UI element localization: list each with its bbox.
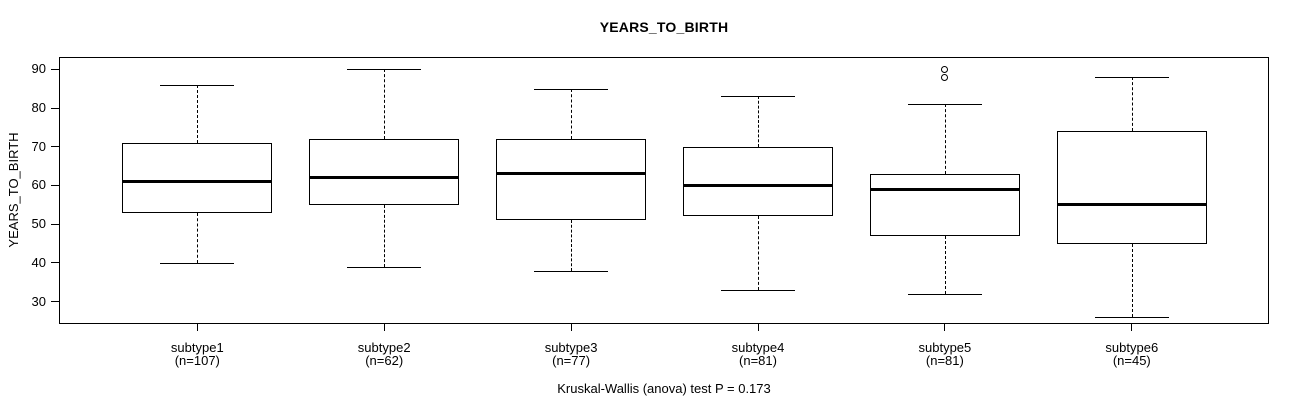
upper-whisker-cap (347, 69, 422, 71)
lower-whisker-cap (160, 262, 235, 264)
x-category-count: (n=45) (1112, 353, 1151, 368)
x-category-name: subtype1 (170, 340, 224, 355)
outlier-point (941, 73, 949, 81)
boxplot-box-subtype3 (496, 139, 647, 221)
lower-whisker-line (1131, 243, 1133, 318)
x-category-name: subtype3 (544, 340, 598, 355)
upper-whisker-cap (1094, 77, 1169, 79)
boxplot-box-subtype6 (1056, 131, 1207, 244)
x-category-name: subtype2 (357, 340, 411, 355)
lower-whisker-line (384, 204, 386, 267)
median-line (683, 183, 833, 187)
x-category-count: (n=81) (739, 353, 777, 368)
lower-whisker-line (758, 216, 759, 291)
median-line (869, 187, 1020, 191)
upper-whisker-cap (907, 104, 982, 106)
x-category-count: (n=81) (925, 353, 964, 368)
lower-whisker-cap (907, 293, 982, 295)
upper-whisker-line (384, 69, 386, 140)
stat-test-caption: Kruskal-Wallis (anova) test P = 0.173 (557, 381, 771, 396)
y-tick-mark (51, 146, 59, 148)
boxplot-box-subtype2 (309, 139, 460, 205)
outlier-point (941, 65, 949, 73)
x-category-count: (n=62) (365, 353, 404, 368)
lower-whisker-cap (721, 290, 795, 292)
x-category-label: subtype1 (n=107) (127, 341, 267, 367)
median-line (1056, 203, 1207, 207)
x-tick-mark (1131, 324, 1133, 331)
median-line (309, 176, 460, 180)
x-tick-mark (570, 324, 572, 331)
x-tick-mark (196, 324, 198, 331)
y-tick-mark (51, 107, 59, 109)
chart-title: YEARS_TO_BIRTH (599, 19, 729, 35)
upper-whisker-cap (160, 84, 235, 86)
y-tick-label: 60 (31, 177, 46, 193)
lower-whisker-cap (534, 270, 609, 272)
y-tick-mark (51, 262, 59, 264)
x-category-label: subtype6 (n=45) (1062, 341, 1202, 367)
x-category-count: (n=77) (552, 353, 591, 368)
y-tick-mark (51, 184, 59, 186)
y-tick-mark (51, 301, 59, 303)
median-line (496, 172, 647, 176)
x-category-name: subtype6 (1105, 340, 1159, 355)
upper-whisker-line (758, 96, 759, 147)
boxplot-box-subtype4 (683, 146, 833, 217)
x-category-label: subtype4 (n=81) (688, 341, 828, 367)
x-category-label: subtype3 (n=77) (501, 341, 641, 367)
y-tick-label: 30 (31, 293, 46, 309)
y-tick-label: 50 (31, 216, 46, 232)
y-tick-label: 80 (31, 100, 46, 116)
upper-whisker-cap (721, 96, 795, 98)
upper-whisker-line (1131, 77, 1133, 132)
y-tick-label: 40 (31, 254, 46, 270)
lower-whisker-cap (1094, 317, 1169, 319)
y-tick-mark (51, 223, 59, 225)
boxplot-box-subtype5 (869, 173, 1020, 236)
x-tick-mark (757, 324, 759, 331)
x-category-name: subtype5 (918, 340, 972, 355)
upper-whisker-line (944, 104, 946, 174)
x-category-count: (n=107) (174, 353, 220, 368)
y-tick-mark (51, 68, 59, 70)
upper-whisker-line (571, 88, 573, 139)
y-tick-label: 70 (31, 138, 46, 154)
lower-whisker-cap (347, 266, 422, 268)
y-tick-label: 90 (31, 61, 46, 77)
lower-whisker-line (944, 235, 946, 294)
lower-whisker-line (197, 212, 199, 263)
lower-whisker-line (571, 220, 573, 271)
boxplot-box-subtype1 (122, 142, 273, 213)
median-line (122, 180, 273, 184)
x-tick-mark (383, 324, 385, 331)
x-category-name: subtype4 (731, 340, 785, 355)
x-category-label: subtype5 (n=81) (875, 341, 1015, 367)
x-tick-mark (944, 324, 946, 331)
upper-whisker-cap (534, 88, 609, 90)
x-category-label: subtype2 (n=62) (314, 341, 454, 367)
upper-whisker-line (197, 84, 199, 143)
